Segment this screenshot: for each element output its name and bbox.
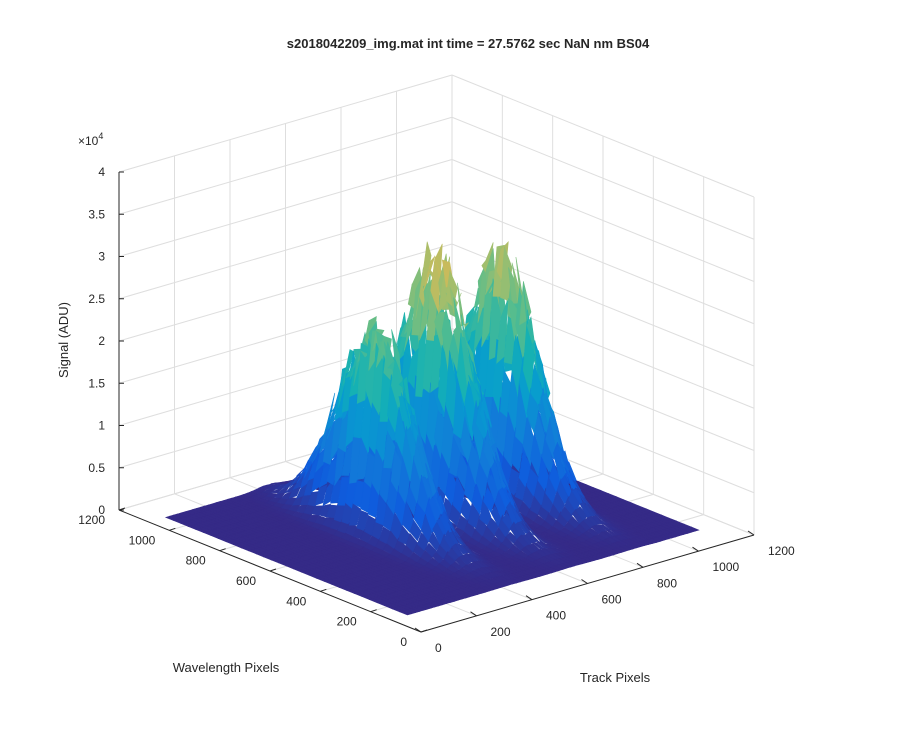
surface-facet bbox=[409, 519, 422, 542]
surface-facet bbox=[318, 503, 331, 518]
x-tick-label: 1000 bbox=[713, 560, 740, 574]
y-tick-mark bbox=[370, 609, 377, 613]
z-tick-label: 2.5 bbox=[88, 292, 105, 306]
y-tick-label: 200 bbox=[337, 615, 357, 629]
y-tick-label: 600 bbox=[236, 574, 256, 588]
z-tick-label: 4 bbox=[98, 165, 105, 179]
x-tick-label: 1200 bbox=[768, 544, 795, 558]
surface-facet bbox=[441, 402, 454, 471]
back-grid-line bbox=[118, 159, 453, 257]
y-tick-label: 800 bbox=[186, 554, 206, 568]
x-tick-mark bbox=[525, 595, 533, 601]
z-axis-label: Signal (ADU) bbox=[56, 302, 71, 378]
surface-facet bbox=[552, 490, 565, 516]
surface-facet bbox=[348, 502, 362, 526]
surface-facet bbox=[383, 430, 396, 469]
surface-facet bbox=[513, 522, 526, 538]
x-tick-mark bbox=[470, 611, 477, 617]
x-tick-mark bbox=[636, 562, 644, 568]
surface-facet bbox=[526, 387, 539, 435]
back-grid-line bbox=[118, 201, 453, 300]
surface-facet bbox=[521, 522, 534, 536]
back-grid-line bbox=[118, 243, 453, 342]
surface-facet bbox=[311, 464, 324, 493]
z-tick-label: 1 bbox=[98, 419, 105, 433]
surface-facet bbox=[448, 501, 461, 527]
x-tick-label: 400 bbox=[546, 609, 566, 623]
axes-ticks: 00.511.522.533.5402004006008001000120002… bbox=[78, 165, 795, 655]
z-multiplier-exponent: 4 bbox=[98, 131, 103, 141]
z-tick-label: 2 bbox=[98, 334, 105, 348]
y-tick-mark bbox=[219, 548, 226, 552]
side-grid-line bbox=[451, 159, 755, 282]
z-tick-label: 1.5 bbox=[88, 376, 105, 390]
surface-facet bbox=[449, 286, 462, 314]
surface-facet bbox=[509, 504, 523, 523]
z-tick-label: 3 bbox=[98, 250, 105, 264]
x-axis-label: Track Pixels bbox=[580, 670, 651, 685]
y-tick-label: 0 bbox=[400, 635, 407, 649]
y-tick-mark bbox=[118, 507, 126, 511]
surface-facet bbox=[479, 494, 492, 526]
surface-facet bbox=[448, 522, 460, 538]
back-grid-line bbox=[118, 116, 453, 215]
x-tick-mark bbox=[414, 627, 422, 633]
y-tick-mark bbox=[420, 629, 428, 633]
surface-facet bbox=[460, 335, 473, 398]
chart-title: s2018042209_img.mat int time = 27.5762 s… bbox=[287, 36, 650, 51]
x-tick-label: 800 bbox=[657, 576, 677, 590]
y-tick-label: 400 bbox=[286, 594, 306, 608]
surface-facet bbox=[299, 464, 313, 489]
z-tick-label: 3.5 bbox=[88, 207, 105, 221]
surface-facet bbox=[457, 282, 470, 329]
surface-mesh bbox=[164, 240, 700, 616]
surface-facet bbox=[686, 526, 700, 532]
surface-facet bbox=[564, 460, 577, 482]
surface-facet bbox=[500, 246, 513, 301]
surface-facet bbox=[307, 449, 320, 481]
surface-facet bbox=[419, 241, 432, 308]
surface-facet bbox=[507, 468, 520, 497]
z-multiplier-label: ×104 bbox=[78, 131, 103, 148]
y-tick-label: 1000 bbox=[129, 533, 156, 547]
side-grid-line bbox=[451, 201, 755, 325]
surface-facet bbox=[458, 554, 472, 566]
z-tick-label: 0 bbox=[98, 503, 105, 517]
z-multiplier-base: ×10 bbox=[78, 134, 99, 148]
y-axis-label: Wavelength Pixels bbox=[173, 660, 280, 675]
x-tick-label: 200 bbox=[491, 625, 511, 639]
y-tick-mark bbox=[169, 527, 176, 531]
y-tick-mark bbox=[320, 588, 327, 592]
back-grid-line bbox=[118, 74, 453, 173]
surface-facet bbox=[330, 417, 343, 461]
surface-facet bbox=[482, 524, 496, 543]
surface-facet bbox=[526, 507, 539, 522]
back-grid-line bbox=[118, 285, 453, 384]
surface-facet bbox=[323, 392, 336, 437]
x-tick-mark bbox=[692, 546, 699, 552]
side-grid-line bbox=[451, 74, 755, 198]
surface-facet bbox=[526, 467, 539, 498]
surface-facet bbox=[314, 484, 328, 506]
z-tick-label: 0.5 bbox=[88, 461, 105, 475]
side-grid-line bbox=[451, 116, 755, 240]
x-tick-label: 600 bbox=[602, 593, 622, 607]
surface-facet bbox=[424, 542, 437, 558]
x-tick-label: 0 bbox=[435, 641, 442, 655]
surface-facet bbox=[530, 364, 543, 406]
x-tick-mark bbox=[581, 579, 588, 584]
y-tick-label: 1200 bbox=[78, 513, 105, 527]
x-tick-mark bbox=[747, 530, 755, 536]
surface-facet bbox=[488, 278, 501, 361]
surface-facet bbox=[430, 243, 443, 313]
y-tick-mark bbox=[269, 568, 277, 572]
surface-facet bbox=[467, 502, 480, 529]
surface-facet bbox=[322, 420, 335, 466]
